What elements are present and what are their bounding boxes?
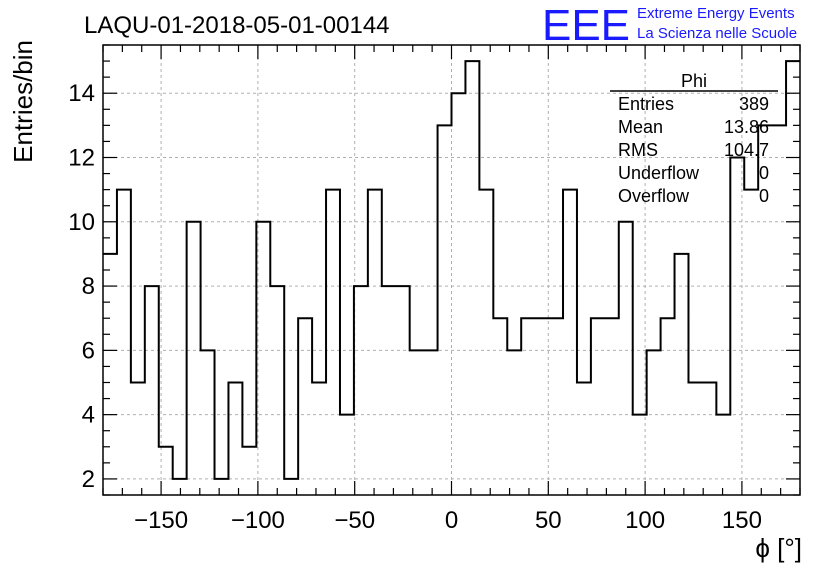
stats-row-label: Underflow: [618, 163, 700, 183]
x-tick-label: 100: [625, 507, 665, 534]
y-tick-label: 10: [68, 209, 95, 236]
plot-frame: [102, 44, 801, 496]
x-tick-label: 150: [722, 507, 762, 534]
eee-logo: EEE: [542, 1, 630, 50]
stats-row-value: 104.7: [724, 140, 769, 160]
grid-lines: [103, 45, 800, 495]
stats-row-label: Mean: [618, 117, 663, 137]
stats-row-value: 13.86: [724, 117, 769, 137]
y-tick-label: 4: [82, 402, 95, 429]
y-axis-label: Entries/bin: [8, 40, 38, 163]
x-tick-labels: −150 −100 −50 0 50 100 150: [134, 507, 762, 534]
stats-box: Phi Entries 389 Mean 13.86 RMS 104.7 Underflow…: [610, 71, 778, 206]
histogram-line: [103, 60, 800, 480]
y-tick-label: 12: [68, 145, 95, 172]
axis-ticks: [102, 44, 801, 496]
x-tick-label: −150: [134, 507, 188, 534]
stats-row-label: RMS: [618, 140, 658, 160]
y-tick-label: 2: [82, 466, 95, 493]
y-tick-label: 8: [82, 273, 95, 300]
stats-row-value: 0: [759, 186, 769, 206]
x-tick-label: 50: [535, 507, 562, 534]
x-tick-label: 0: [445, 507, 458, 534]
logo-line-2: La Scienza nelle Scuole: [637, 25, 797, 42]
stats-row-label: Overflow: [618, 186, 690, 206]
stats-title: Phi: [681, 71, 707, 91]
x-tick-label: −50: [334, 507, 375, 534]
stats-row-value: 0: [759, 163, 769, 183]
logo-line-1: Extreme Energy Events: [637, 5, 795, 22]
stats-row-label: Entries: [618, 94, 674, 114]
chart-title: LAQU-01-2018-05-01-00144: [84, 12, 390, 39]
x-axis-label: ϕ [°]: [755, 533, 802, 563]
y-tick-label: 14: [68, 80, 95, 107]
x-tick-label: −100: [231, 507, 285, 534]
y-tick-labels: 2 4 6 8 10 12 14: [68, 80, 95, 493]
stats-row-value: 389: [739, 94, 769, 114]
y-tick-label: 6: [82, 337, 95, 364]
